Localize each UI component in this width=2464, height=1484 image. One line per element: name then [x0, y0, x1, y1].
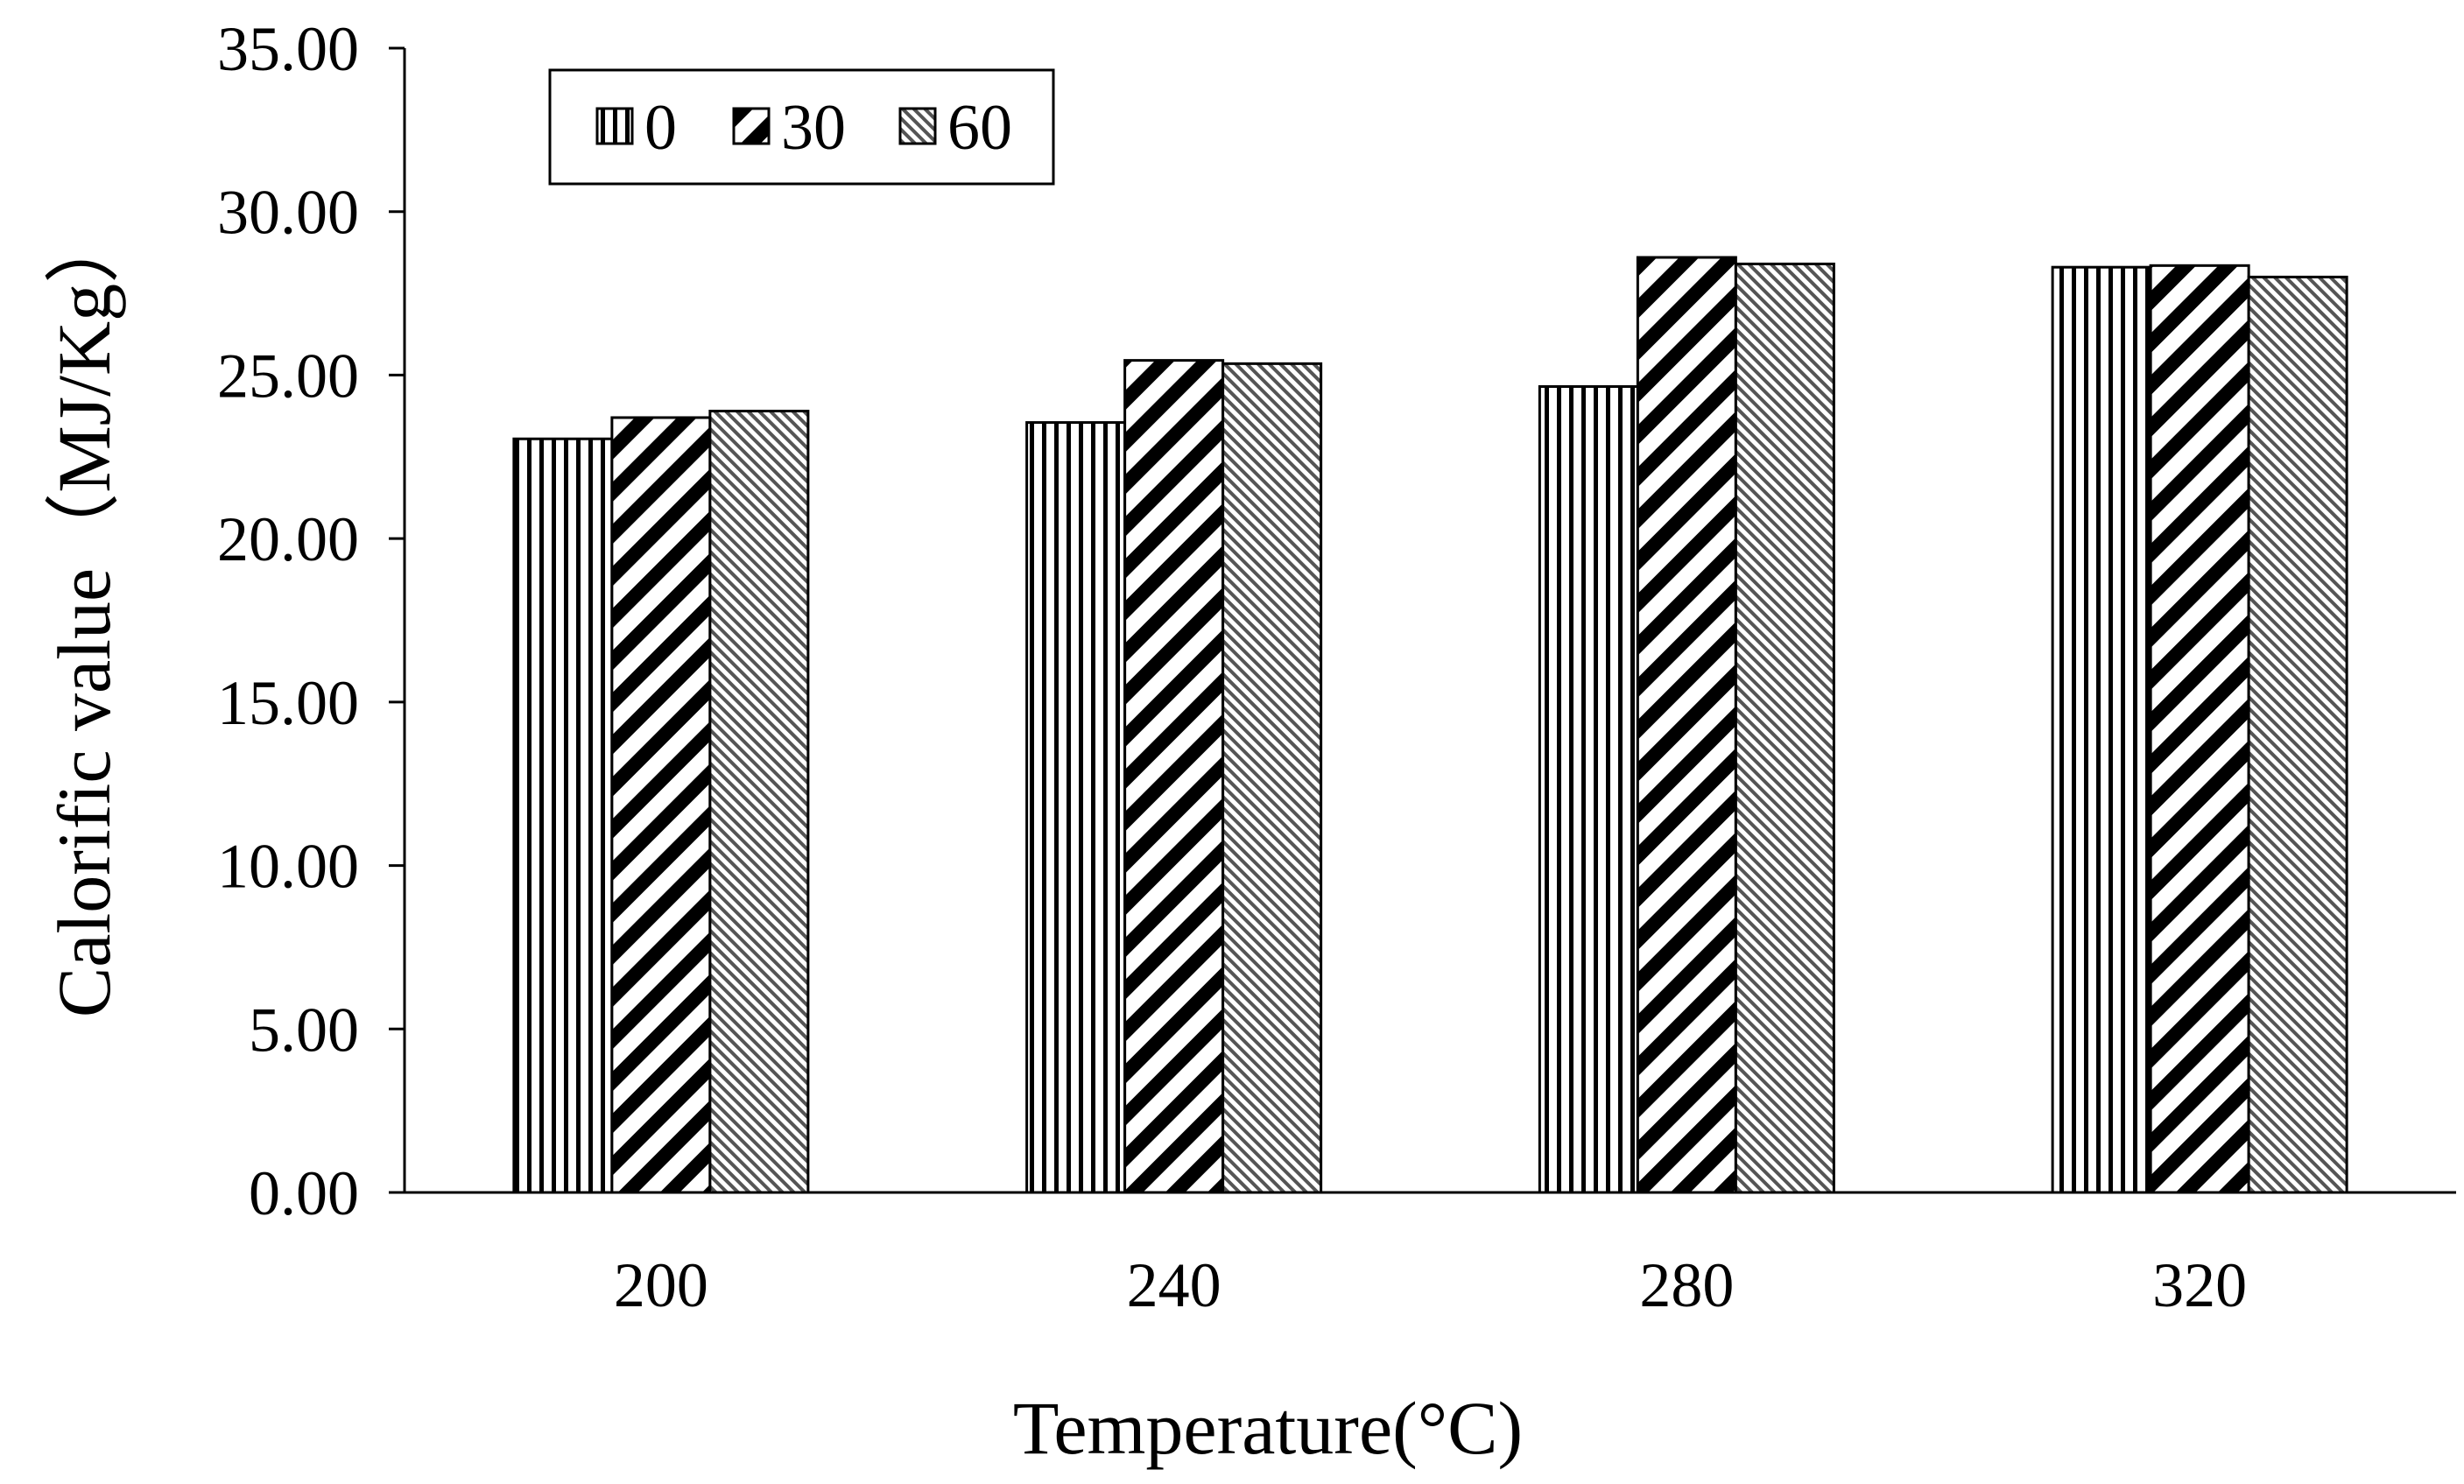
x-axis-ticks: 200 240 280 320 [614, 1250, 2247, 1320]
bars-group [512, 256, 2348, 1194]
y-tick-label: 25.00 [217, 341, 359, 411]
bar-30-280 [1636, 256, 1737, 1194]
bar-30-200 [610, 416, 712, 1194]
x-axis-title: Temperature(°C) [1013, 1386, 1523, 1470]
y-tick-label: 20.00 [217, 504, 359, 574]
y-tick-label: 35.00 [217, 14, 359, 84]
legend: 0 30 60 [548, 68, 1055, 186]
bar-60-320 [2247, 275, 2348, 1194]
y-tick-label: 5.00 [249, 995, 359, 1065]
legend-swatch-60 [898, 107, 937, 145]
y-tick-label: 0.00 [249, 1158, 359, 1228]
x-tick-label: 320 [2152, 1250, 2247, 1320]
x-tick-label: 200 [614, 1250, 708, 1320]
x-tick-label: 280 [1639, 1250, 1734, 1320]
y-axis-title: Calorific value（MJ/Kg） [42, 208, 126, 1017]
bar-60-200 [708, 410, 810, 1194]
legend-label-0: 0 [644, 92, 677, 164]
legend-swatch-0 [595, 107, 634, 145]
legend-box [548, 68, 1055, 186]
bar-30-240 [1123, 359, 1225, 1194]
y-axis-ticks: 0.00 5.00 10.00 15.00 20.00 25.00 30.00 35.00 [217, 14, 405, 1228]
y-tick-label: 30.00 [217, 178, 359, 248]
bar-0-200 [512, 437, 614, 1194]
bar-30-320 [2149, 264, 2250, 1194]
bar-0-280 [1538, 384, 1639, 1194]
bar-60-240 [1221, 362, 1323, 1194]
legend-label-30: 30 [781, 92, 846, 164]
y-tick-label: 15.00 [217, 668, 359, 738]
bar-0-320 [2051, 265, 2152, 1194]
legend-label-60: 60 [947, 92, 1012, 164]
bar-0-240 [1025, 421, 1127, 1194]
legend-swatch-30 [732, 107, 771, 145]
bar-60-280 [1734, 262, 1835, 1194]
y-tick-label: 10.00 [217, 832, 359, 902]
x-tick-label: 240 [1127, 1250, 1221, 1320]
